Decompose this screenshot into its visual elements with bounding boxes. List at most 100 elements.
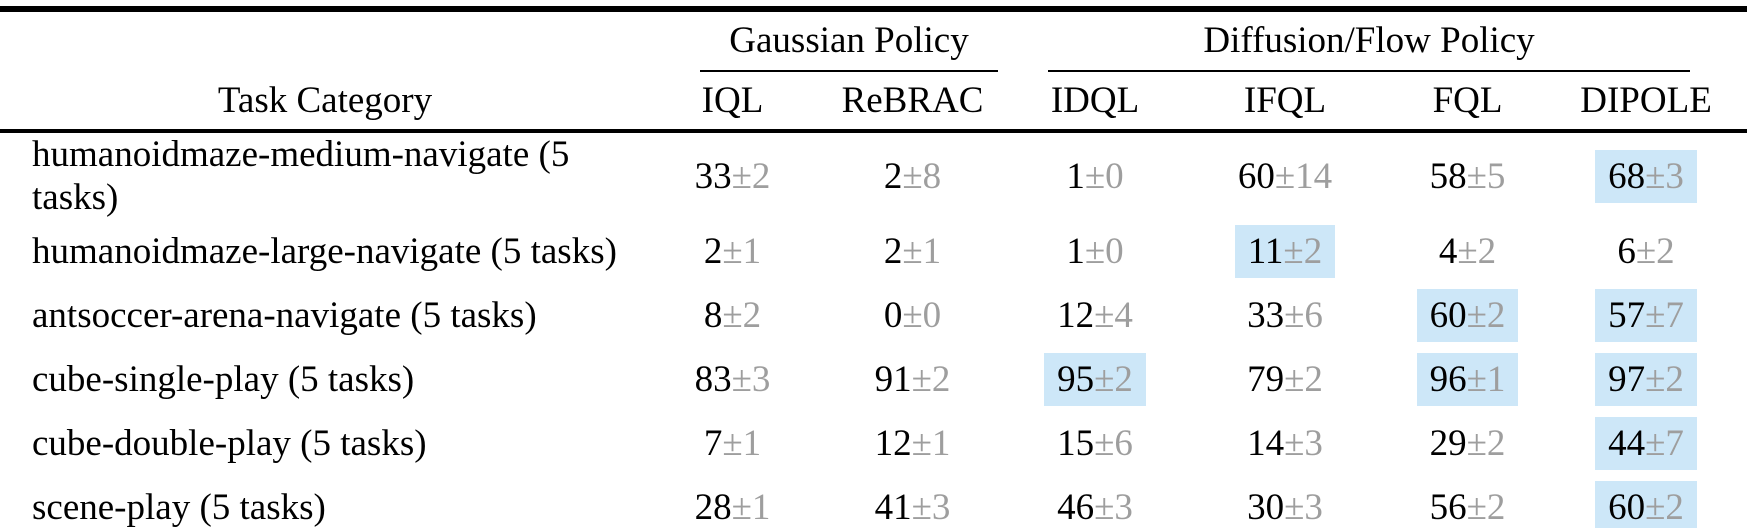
score-value: 46 xyxy=(1057,486,1095,528)
score-box: 2±1 xyxy=(871,225,954,278)
score-value: 0 xyxy=(883,294,903,336)
score-value: 1 xyxy=(1066,230,1085,272)
score-cell: 60±2 xyxy=(1545,475,1747,528)
score-stderr: ±1 xyxy=(902,230,942,272)
score-value: 83 xyxy=(694,358,732,400)
score-box: 30±3 xyxy=(1234,481,1336,528)
score-stderr: ±1 xyxy=(722,230,762,272)
score-stderr: ±8 xyxy=(902,155,942,197)
score-stderr: ±6 xyxy=(1284,294,1323,336)
score-cell: 8±2 xyxy=(650,283,815,347)
column-header-fql: FQL xyxy=(1390,72,1546,133)
score-box-highlighted: 96±1 xyxy=(1416,352,1519,406)
score-box: 46±3 xyxy=(1044,481,1146,528)
score-box: 2±1 xyxy=(691,225,774,278)
score-box-highlighted: 97±2 xyxy=(1595,352,1697,406)
score-stderr: ±3 xyxy=(1094,486,1133,528)
score-cell: 4±2 xyxy=(1390,219,1545,283)
score-cell: 96±1 xyxy=(1390,347,1545,411)
score-box-highlighted: 60±2 xyxy=(1416,288,1519,342)
score-stderr: ±1 xyxy=(722,422,762,464)
task-name-cell: humanoidmaze-large-navigate (5 tasks) xyxy=(32,230,617,272)
score-value: 8 xyxy=(703,294,723,336)
column-header-rebrac: ReBRAC xyxy=(815,72,1011,133)
score-cell: 0±0 xyxy=(815,283,1010,347)
score-cell: 68±3 xyxy=(1545,131,1747,219)
score-value: 56 xyxy=(1429,486,1467,528)
score-stderr: ±7 xyxy=(1645,422,1684,464)
score-value: 2 xyxy=(883,155,903,197)
score-value: 96 xyxy=(1429,358,1467,400)
table-row-antsoccer-arena-navigate: antsoccer-arena-navigate (5 tasks) 8±2 0… xyxy=(0,283,1747,347)
score-stderr: ±4 xyxy=(1094,294,1133,336)
score-cell: 2±8 xyxy=(815,131,1010,219)
table-row-cube-double-play: cube-double-play (5 tasks) 7±1 12±1 15±6… xyxy=(0,411,1747,475)
table-row-cube-single-play: cube-single-play (5 tasks) 83±3 91±2 95±… xyxy=(0,347,1747,411)
score-value: 7 xyxy=(703,422,723,464)
score-cell: 46±3 xyxy=(1010,475,1180,528)
score-stderr: ±2 xyxy=(1466,486,1506,528)
score-stderr: ±0 xyxy=(902,294,942,336)
score-box: 1±0 xyxy=(1053,225,1136,278)
score-cell: 12±4 xyxy=(1010,283,1180,347)
score-cell: 11±2 xyxy=(1180,219,1390,283)
score-stderr: ±6 xyxy=(1094,422,1133,464)
score-stderr: ±2 xyxy=(1284,358,1323,400)
score-box: 7±1 xyxy=(691,417,774,470)
task-name-cell: cube-double-play (5 tasks) xyxy=(32,422,427,464)
score-value: 4 xyxy=(1438,230,1458,272)
score-value: 28 xyxy=(694,486,732,528)
score-stderr: ±2 xyxy=(731,155,771,197)
score-value: 15 xyxy=(1057,422,1095,464)
score-value: 30 xyxy=(1247,486,1285,528)
table-row-scene-play: scene-play (5 tasks) 28±1 41±3 46±3 30±3… xyxy=(0,475,1747,528)
score-cell: 12±1 xyxy=(815,411,1010,475)
score-cell: 30±3 xyxy=(1180,475,1390,528)
score-cell: 95±2 xyxy=(1010,347,1180,411)
score-cell: 57±7 xyxy=(1545,283,1747,347)
score-value: 60 xyxy=(1429,294,1467,336)
score-value: 97 xyxy=(1608,358,1646,400)
score-box: 91±2 xyxy=(862,353,964,406)
score-value: 33 xyxy=(1247,294,1285,336)
score-cell: 29±2 xyxy=(1390,411,1545,475)
task-name-cell: humanoidmaze-medium-navigate (5 tasks) xyxy=(32,134,570,218)
score-box: 33±2 xyxy=(682,150,784,203)
column-header-idql: IDQL xyxy=(1010,72,1181,133)
score-stderr: ±3 xyxy=(731,358,771,400)
score-box: 58±5 xyxy=(1417,150,1519,203)
score-value: 57 xyxy=(1608,294,1646,336)
score-value: 29 xyxy=(1429,422,1467,464)
group-label-gaussian-policy: Gaussian Policy xyxy=(729,20,969,61)
score-box-highlighted: 44±7 xyxy=(1595,416,1697,470)
column-header-iql: IQL xyxy=(650,72,815,133)
score-box: 28±1 xyxy=(682,481,784,528)
score-stderr: ±7 xyxy=(1645,294,1684,336)
score-value: 33 xyxy=(694,155,732,197)
score-stderr: ±2 xyxy=(1645,486,1684,528)
score-box-highlighted: 57±7 xyxy=(1595,288,1697,342)
score-cell: 97±2 xyxy=(1545,347,1747,411)
score-cell: 33±2 xyxy=(650,131,815,219)
column-header-dipole: DIPOLE xyxy=(1545,72,1747,133)
score-box: 12±4 xyxy=(1044,289,1146,342)
score-cell: 7±1 xyxy=(650,411,815,475)
score-cell: 41±3 xyxy=(815,475,1010,528)
score-value: 1 xyxy=(1066,155,1085,197)
score-box: 12±1 xyxy=(862,417,964,470)
score-stderr: ±3 xyxy=(1645,155,1684,197)
score-value: 68 xyxy=(1608,155,1646,197)
score-value: 6 xyxy=(1617,230,1636,272)
group-underline-diffusion-flow: Diffusion/Flow Policy xyxy=(1048,21,1691,72)
score-stderr: ±3 xyxy=(1284,486,1323,528)
score-cell: 60±14 xyxy=(1180,131,1390,219)
score-cell: 83±3 xyxy=(650,347,815,411)
score-cell: 60±2 xyxy=(1390,283,1545,347)
score-stderr: ±0 xyxy=(1084,230,1124,272)
group-header-gaussian-policy: Gaussian Policy xyxy=(650,9,1010,72)
score-cell: 56±2 xyxy=(1390,475,1545,528)
score-stderr: ±2 xyxy=(1466,422,1506,464)
column-header-ifql: IFQL xyxy=(1180,72,1391,133)
score-box: 60±14 xyxy=(1225,150,1345,203)
score-cell: 91±2 xyxy=(815,347,1010,411)
